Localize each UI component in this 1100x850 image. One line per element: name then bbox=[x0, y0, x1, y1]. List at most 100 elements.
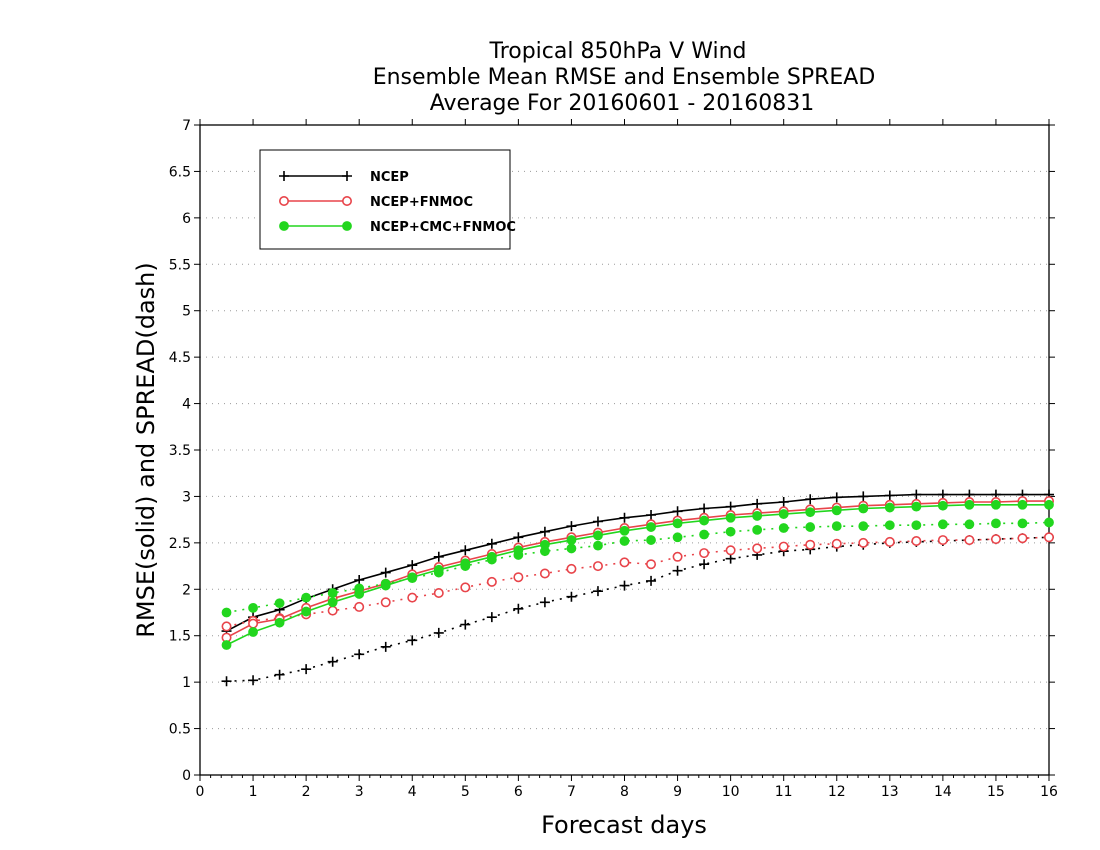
data-point-filled-circle bbox=[911, 501, 922, 512]
data-point-filled-circle bbox=[699, 529, 709, 540]
x-tick-label: 12 bbox=[828, 784, 846, 800]
data-point-open-circle bbox=[513, 572, 524, 583]
data-point-filled-circle bbox=[672, 532, 683, 543]
x-tick-label: 8 bbox=[620, 784, 629, 800]
data-point-filled-circle bbox=[248, 627, 258, 637]
data-point-plus bbox=[646, 575, 657, 586]
x-tick-label: 6 bbox=[514, 784, 523, 800]
y-tick-label: 2 bbox=[182, 582, 191, 598]
data-point-filled-circle bbox=[831, 505, 842, 516]
x-tick-label: 7 bbox=[567, 784, 576, 800]
data-point-filled-circle bbox=[911, 520, 922, 531]
data-point-plus bbox=[725, 501, 736, 512]
title-line-1: Tropical 850hPa V Wind bbox=[488, 39, 746, 64]
data-point-filled-circle bbox=[513, 545, 524, 556]
y-tick-label: 6.5 bbox=[169, 164, 191, 180]
y-tick-label: 3 bbox=[182, 489, 191, 505]
data-point-open-circle bbox=[911, 535, 922, 546]
data-point-plus bbox=[342, 171, 352, 181]
data-point-filled-circle bbox=[221, 640, 232, 650]
data-point-plus bbox=[513, 603, 524, 614]
data-point-plus bbox=[221, 676, 232, 687]
data-point-open-circle bbox=[354, 601, 365, 612]
x-tick-label: 10 bbox=[722, 784, 740, 800]
data-point-open-circle bbox=[805, 539, 816, 550]
data-point-plus bbox=[354, 649, 365, 660]
data-point-open-circle bbox=[327, 605, 338, 616]
data-point-open-circle bbox=[646, 559, 657, 570]
legend-label: NCEP+FNMOC bbox=[370, 195, 473, 210]
x-tick-label: 11 bbox=[775, 784, 793, 800]
data-point-filled-circle bbox=[248, 602, 258, 613]
data-point-plus bbox=[279, 171, 289, 181]
chart-title: Tropical 850hPa V Wind Ensemble Mean RMS… bbox=[373, 39, 876, 116]
data-point-open-circle bbox=[672, 551, 683, 562]
data-point-open-circle bbox=[752, 543, 763, 554]
data-point-filled-circle bbox=[540, 539, 550, 550]
legend-label: NCEP bbox=[370, 170, 409, 185]
data-point-open-circle bbox=[221, 621, 232, 632]
x-tick-label: 4 bbox=[408, 784, 417, 800]
y-axis-title: RMSE(solid) and SPREAD(dash) bbox=[132, 262, 160, 638]
x-tick-label: 13 bbox=[881, 784, 899, 800]
data-point-filled-circle bbox=[1017, 518, 1028, 529]
data-point-filled-circle bbox=[1044, 517, 1054, 528]
data-point-plus bbox=[460, 619, 471, 630]
data-point-open-circle bbox=[990, 534, 1001, 545]
data-point-plus bbox=[805, 494, 816, 505]
spread-line bbox=[226, 536, 1050, 683]
x-tick-label: 5 bbox=[461, 784, 470, 800]
legend-item: NCEP bbox=[279, 170, 409, 185]
data-point-open-circle bbox=[725, 545, 736, 556]
data-point-open-circle bbox=[566, 563, 577, 574]
series-ncep-fnmoc bbox=[221, 496, 1055, 643]
data-point-filled-circle bbox=[646, 522, 656, 532]
data-point-filled-circle bbox=[937, 519, 948, 530]
data-point-plus bbox=[858, 491, 869, 502]
data-point-filled-circle bbox=[725, 526, 736, 537]
data-point-filled-circle bbox=[566, 543, 577, 554]
data-point-filled-circle bbox=[805, 507, 816, 518]
data-point-filled-circle bbox=[831, 521, 842, 532]
data-point-filled-circle bbox=[593, 540, 603, 551]
y-tick-label: 7 bbox=[182, 118, 191, 134]
data-point-filled-circle bbox=[327, 588, 338, 598]
y-tick-label: 4.5 bbox=[169, 350, 191, 366]
data-point-filled-circle bbox=[460, 558, 471, 569]
x-tick-label: 2 bbox=[302, 784, 311, 800]
data-point-filled-circle bbox=[274, 598, 285, 609]
data-point-plus bbox=[566, 591, 577, 602]
data-point-filled-circle bbox=[274, 617, 285, 628]
data-point-filled-circle bbox=[327, 597, 338, 608]
y-tick-label: 2.5 bbox=[169, 536, 191, 552]
y-tick-label: 1.5 bbox=[169, 629, 191, 645]
data-point-filled-circle bbox=[486, 551, 497, 562]
data-point-open-circle bbox=[433, 587, 444, 598]
data-point-open-circle bbox=[539, 568, 550, 579]
data-point-filled-circle bbox=[699, 515, 709, 526]
data-point-open-circle bbox=[619, 557, 630, 568]
x-tick-label: 14 bbox=[934, 784, 952, 800]
data-point-plus bbox=[327, 656, 338, 667]
legend-item: NCEP+FNMOC bbox=[278, 195, 473, 210]
data-point-filled-circle bbox=[778, 509, 789, 519]
data-point-filled-circle bbox=[221, 607, 232, 618]
data-point-filled-circle bbox=[354, 589, 365, 599]
data-point-open-circle bbox=[460, 582, 471, 593]
data-point-filled-circle bbox=[593, 530, 603, 541]
rmse-line bbox=[226, 500, 1049, 639]
data-point-plus bbox=[566, 521, 577, 532]
data-point-filled-circle bbox=[964, 499, 975, 510]
title-line-2: Ensemble Mean RMSE and Ensemble SPREAD bbox=[373, 65, 876, 90]
data-point-plus bbox=[699, 559, 710, 570]
data-point-plus bbox=[937, 489, 948, 500]
data-point-filled-circle bbox=[342, 221, 352, 231]
data-point-filled-circle bbox=[858, 521, 869, 532]
legend-item: NCEP+CMC+FNMOC bbox=[279, 220, 516, 235]
data-point-filled-circle bbox=[991, 518, 1001, 529]
data-point-filled-circle bbox=[566, 535, 577, 545]
series-layer bbox=[221, 489, 1055, 687]
spread-line bbox=[226, 521, 1050, 614]
data-point-plus bbox=[539, 597, 550, 608]
data-point-plus bbox=[539, 526, 550, 537]
